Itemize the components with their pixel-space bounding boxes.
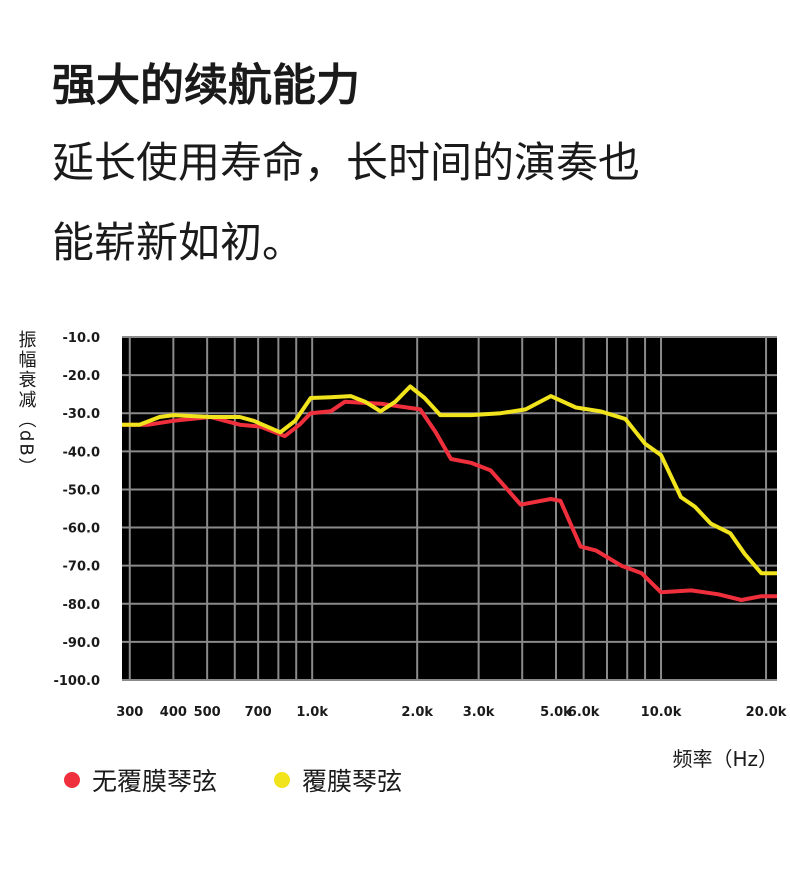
- y-tick-label: -50.0: [63, 483, 100, 498]
- legend-marker: [274, 772, 290, 788]
- body-line: 能崭新如初。: [52, 218, 304, 267]
- y-tick-label: -40.0: [63, 445, 100, 460]
- y-tick-label: -60.0: [63, 522, 100, 537]
- y-tick-label: -100.0: [53, 674, 100, 689]
- y-tick-label: -80.0: [63, 598, 100, 613]
- x-axis-label: 频率（Hz）: [672, 747, 778, 771]
- x-tick-label: 5.0k: [540, 705, 572, 720]
- heading: 强大的续航能力: [52, 60, 360, 111]
- legend-label: 覆膜琴弦: [302, 767, 402, 796]
- body-line: 延长使用寿命，长时间的演奏也: [52, 138, 640, 187]
- x-tick-label: 300: [116, 705, 143, 720]
- x-tick-label: 400: [160, 705, 187, 720]
- data-line: [122, 384, 777, 576]
- legend-label: 无覆膜琴弦: [92, 767, 217, 796]
- x-tick-label: 10.0k: [641, 705, 682, 720]
- y-tick-label: -90.0: [63, 636, 100, 651]
- legend-marker: [64, 772, 80, 788]
- y-tick-label: -30.0: [63, 407, 100, 422]
- plot-background: [122, 337, 777, 680]
- data-line: [122, 399, 777, 602]
- x-tick-label: 20.0k: [746, 705, 787, 720]
- x-tick-label: 700: [245, 705, 272, 720]
- x-tick-label: 2.0k: [401, 705, 433, 720]
- y-tick-label: -10.0: [63, 331, 100, 346]
- y-axis-label: 振幅衰减（dB）: [16, 330, 37, 478]
- y-tick-label: -70.0: [63, 560, 100, 575]
- x-tick-label: 3.0k: [463, 705, 495, 720]
- grid: [122, 336, 777, 681]
- y-tick-label: -20.0: [63, 369, 100, 384]
- x-tick-label: 6.0k: [568, 705, 600, 720]
- x-tick-label: 1.0k: [296, 705, 328, 720]
- x-tick-label: 500: [194, 705, 221, 720]
